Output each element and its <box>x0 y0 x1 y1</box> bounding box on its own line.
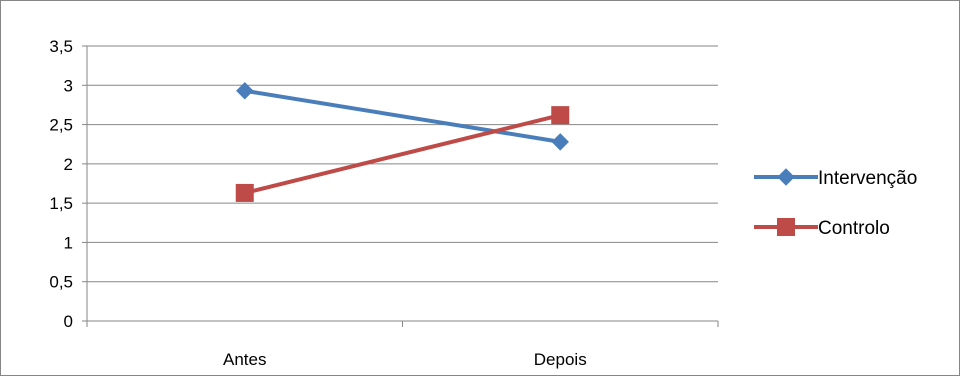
y-tick-label: 0 <box>64 312 73 331</box>
x-tick-labels: Antes Depois <box>223 350 587 369</box>
y-tick-labels: 0 0,5 1 1,5 2 2,5 3 3,5 <box>49 37 73 331</box>
series-group <box>235 82 570 202</box>
y-tick-label: 1 <box>64 233 73 252</box>
data-point <box>551 133 569 151</box>
data-point <box>235 183 254 202</box>
x-tick-label: Depois <box>534 350 587 369</box>
y-tick-label: 2,5 <box>49 116 73 135</box>
series-1 <box>236 82 569 151</box>
axes <box>82 45 719 327</box>
series-line <box>244 113 561 195</box>
legend-swatch-marker <box>777 168 795 186</box>
y-tick-label: 3,5 <box>49 37 73 56</box>
data-point <box>236 82 254 100</box>
legend-label: Controlo <box>818 218 890 239</box>
data-point <box>551 106 570 125</box>
legend-label: Intervenção <box>818 168 917 189</box>
legend-item: Controlo <box>754 218 890 239</box>
legend-swatch-marker <box>777 218 795 236</box>
gridlines <box>87 45 718 283</box>
y-tick-label: 1,5 <box>49 194 73 213</box>
legend: Intervenção Controlo <box>754 168 917 239</box>
y-tick-label: 2 <box>64 155 73 174</box>
series-line <box>244 88 561 144</box>
y-tick-label: 3 <box>64 76 73 95</box>
legend-item: Intervenção <box>754 168 917 189</box>
series-2 <box>235 106 570 202</box>
y-tick-label: 0,5 <box>49 273 73 292</box>
x-tick-label: Antes <box>223 350 266 369</box>
